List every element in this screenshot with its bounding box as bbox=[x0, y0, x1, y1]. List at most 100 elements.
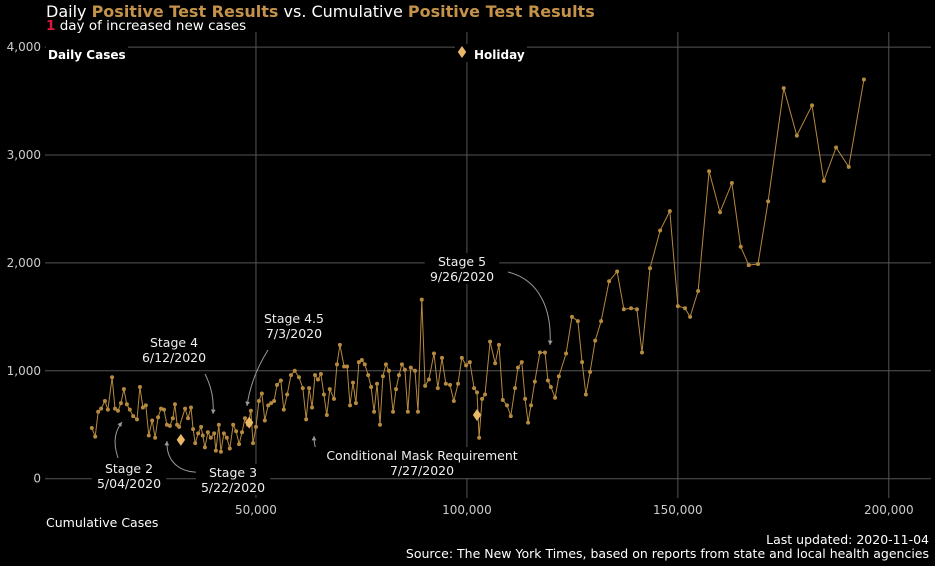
data-point bbox=[515, 365, 520, 370]
data-point bbox=[548, 384, 553, 389]
annotation-label: Stage 4 bbox=[150, 335, 198, 350]
data-point bbox=[348, 403, 353, 408]
annotation-date: 7/3/2020 bbox=[266, 326, 322, 341]
holiday-marker bbox=[176, 433, 186, 446]
data-point bbox=[408, 365, 413, 370]
x-tick-label: 50,000 bbox=[235, 503, 277, 517]
annotation-label: Conditional Mask Requirement bbox=[326, 448, 517, 463]
data-point bbox=[137, 384, 142, 389]
data-point bbox=[475, 390, 480, 395]
data-point bbox=[304, 417, 309, 422]
annotation-label: Stage 5 bbox=[438, 254, 486, 269]
data-point bbox=[362, 362, 367, 367]
data-point bbox=[288, 373, 293, 378]
data-point bbox=[345, 364, 350, 369]
y-tick-label: 2,000 bbox=[7, 256, 41, 270]
x-tick-label: 100,000 bbox=[442, 503, 492, 517]
data-point bbox=[99, 406, 104, 411]
subtitle-text: day of increased new cases bbox=[60, 18, 246, 34]
data-point bbox=[113, 406, 118, 411]
data-point bbox=[477, 435, 482, 440]
annotation-bg bbox=[195, 464, 271, 495]
data-point bbox=[334, 362, 339, 367]
data-point bbox=[542, 350, 547, 355]
data-point bbox=[443, 381, 448, 386]
data-point bbox=[310, 405, 315, 410]
data-point bbox=[237, 442, 242, 447]
data-point bbox=[426, 377, 431, 382]
data-point bbox=[545, 378, 550, 383]
data-point bbox=[356, 360, 361, 365]
data-point bbox=[156, 415, 161, 420]
data-point bbox=[218, 449, 223, 454]
data-point bbox=[386, 368, 391, 373]
data-point bbox=[861, 77, 866, 82]
data-point bbox=[526, 420, 531, 425]
data-point bbox=[153, 435, 158, 440]
annotation-bg bbox=[312, 447, 532, 478]
data-point bbox=[372, 409, 377, 414]
data-point bbox=[575, 319, 580, 324]
data-point bbox=[313, 373, 318, 378]
data-point bbox=[583, 392, 588, 397]
data-point bbox=[161, 407, 166, 412]
data-point bbox=[275, 382, 280, 387]
data-point bbox=[415, 409, 420, 414]
holiday-marker bbox=[245, 416, 254, 429]
data-point bbox=[383, 362, 388, 367]
data-point bbox=[105, 407, 110, 412]
annotation-bg bbox=[91, 460, 167, 491]
footer-source: Source: The New York Times, based on rep… bbox=[406, 546, 929, 561]
data-point bbox=[150, 418, 155, 423]
data-point bbox=[391, 409, 396, 414]
data-point bbox=[281, 407, 286, 412]
data-point bbox=[440, 355, 445, 360]
y-tick-label: 1,000 bbox=[7, 364, 41, 378]
data-point bbox=[342, 364, 347, 369]
data-point bbox=[629, 306, 634, 311]
annotation-date: 6/12/2020 bbox=[142, 350, 206, 365]
title-part: Daily bbox=[46, 2, 92, 21]
data-point bbox=[532, 379, 537, 384]
data-point bbox=[200, 433, 205, 438]
data-point bbox=[537, 350, 542, 355]
data-point bbox=[266, 403, 271, 408]
data-point bbox=[451, 399, 456, 404]
data-point bbox=[196, 431, 201, 436]
data-point bbox=[399, 362, 404, 367]
data-point bbox=[794, 133, 799, 138]
data-point bbox=[143, 403, 148, 408]
annotation-arrowhead bbox=[210, 409, 216, 414]
data-point bbox=[402, 367, 407, 372]
data-point bbox=[472, 386, 477, 391]
title-part: Positive Test Results bbox=[92, 2, 279, 21]
data-point bbox=[337, 342, 342, 347]
data-point bbox=[221, 431, 226, 436]
data-point bbox=[216, 422, 221, 427]
data-point bbox=[564, 351, 569, 356]
data-point bbox=[318, 372, 323, 377]
data-point bbox=[375, 381, 380, 386]
data-point bbox=[834, 145, 839, 150]
data-point bbox=[321, 392, 326, 397]
data-point bbox=[394, 387, 399, 392]
annotation-date: 9/26/2020 bbox=[430, 269, 494, 284]
data-point bbox=[253, 424, 258, 429]
annotation-arrowhead bbox=[547, 340, 553, 345]
x-tick-label: 200,000 bbox=[864, 503, 914, 517]
data-point bbox=[96, 409, 101, 414]
data-point bbox=[146, 433, 151, 438]
data-point bbox=[508, 414, 513, 419]
data-point bbox=[332, 396, 337, 401]
data-point bbox=[199, 424, 204, 429]
data-point bbox=[234, 429, 239, 434]
data-point bbox=[504, 403, 509, 408]
subtitle: 1 day of increased new cases bbox=[46, 18, 246, 34]
data-point bbox=[756, 261, 761, 266]
data-point bbox=[285, 392, 290, 397]
data-point bbox=[667, 209, 672, 214]
data-point bbox=[648, 266, 653, 271]
data-point bbox=[569, 314, 574, 319]
data-point bbox=[599, 319, 604, 324]
